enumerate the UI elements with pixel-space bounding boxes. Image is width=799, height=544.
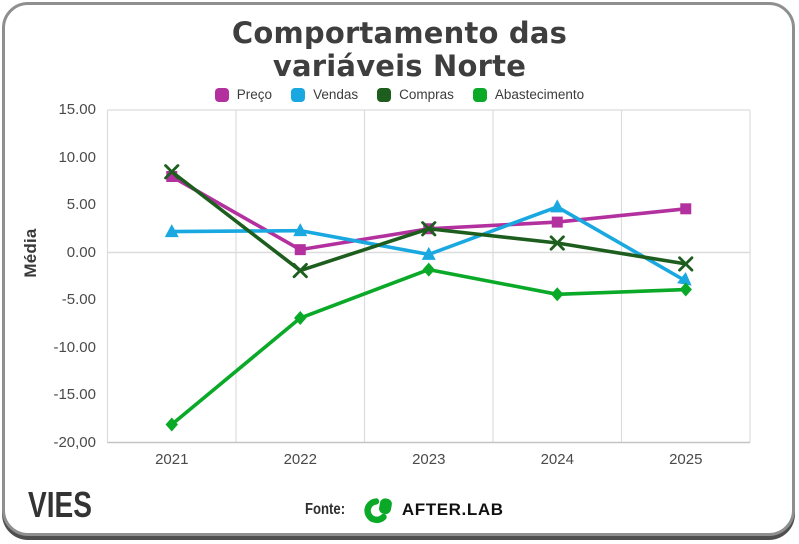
x-tick-label: 2025 [669,451,703,468]
marker-square [294,244,306,256]
marker-triangle [677,272,692,286]
chart-legend: Preço Vendas Compras Abastecimento [0,87,799,102]
chart-title-line1: Comportamento das [231,16,568,50]
legend-label: Compras [399,87,454,102]
chart-title-line2: variáveis Norte [272,48,527,83]
legend-label: Vendas [313,87,359,102]
marker-diamond [165,417,178,432]
marker-x [678,256,694,272]
y-tick-label: 5.00 [66,196,96,213]
chart-title: Comportamento das variáveis Norte [0,17,799,83]
source-brand-text: AFTER.LAB [401,500,504,519]
legend-item-compras: Compras [377,87,454,102]
brand-logo-text: VIES [28,484,92,525]
marker-x [421,221,437,237]
x-tick-label: 2024 [540,451,574,468]
x-tick-label: 2022 [283,451,317,468]
legend-item-abastecimento: Abastecimento [472,87,585,102]
legend-swatch-icon [472,87,487,102]
legend-label: Preço [236,87,273,102]
series-preco [166,171,692,256]
marker-square [680,203,692,215]
x-tick-label: 2021 [155,451,189,468]
marker-triangle [421,246,436,260]
legend-item-preco: Preço [214,87,273,102]
marker-x [292,262,308,279]
series-compras [164,164,694,279]
marker-diamond [422,262,435,277]
legend-item-vendas: Vendas [291,87,358,102]
legend-swatch-icon [377,87,392,102]
y-tick-label: 10.00 [58,148,96,166]
y-tick-label: 0.00 [66,243,96,261]
marker-triangle [293,223,308,237]
marker-square [166,171,178,182]
y-axis-title: Média [21,228,40,278]
source-attribution: Fonte: AFTER.LAB [305,494,504,526]
y-tick-label: -15.00 [53,386,96,403]
marker-diamond [294,311,307,326]
afterlab-logo-icon [364,497,392,523]
marker-triangle [550,199,565,213]
y-tick-label: -5.00 [61,291,96,308]
marker-square [551,216,563,228]
marker-diamond [551,287,564,302]
marker-triangle [164,224,179,238]
gridlines [106,109,751,444]
y-tick-label: 15.00 [58,101,96,118]
x-tick-label: 2023 [412,451,446,468]
legend-swatch-icon [291,87,306,102]
legend-label: Abastecimento [494,87,585,102]
y-tick-label: -10.00 [53,338,96,356]
legend-swatch-icon [214,87,229,102]
series-abastecimento [165,262,692,432]
series-vendas [164,199,692,286]
y-tick-label: -20,00 [53,433,96,451]
marker-x [164,164,180,180]
marker-diamond [679,282,692,297]
marker-x [549,235,565,251]
source-label: Fonte: [305,501,346,518]
